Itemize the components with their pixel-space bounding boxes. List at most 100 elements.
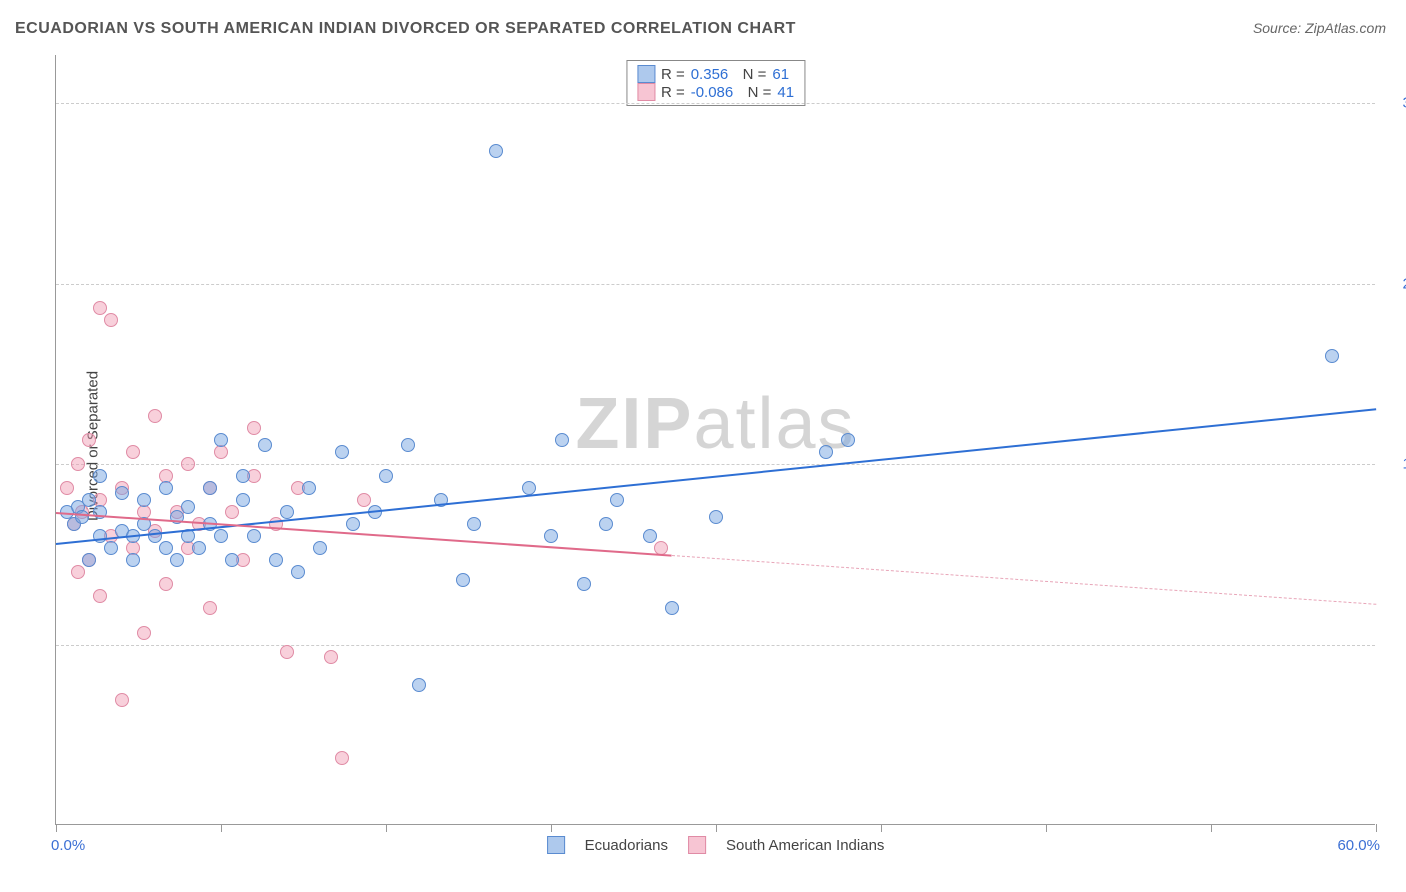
swatch-blue-icon xyxy=(637,65,655,83)
data-point xyxy=(346,517,360,531)
legend-n-blue: 61 xyxy=(772,66,789,83)
data-point xyxy=(313,541,327,555)
grid-line xyxy=(56,103,1375,104)
data-point xyxy=(71,565,85,579)
data-point xyxy=(236,469,250,483)
bottom-legend: Ecuadorians South American Indians xyxy=(547,836,885,854)
x-tick xyxy=(386,824,387,832)
swatch-pink-icon xyxy=(637,83,655,101)
data-point xyxy=(467,517,481,531)
data-point xyxy=(610,493,624,507)
legend-r-pink: -0.086 xyxy=(691,84,734,101)
data-point xyxy=(181,457,195,471)
data-point xyxy=(126,553,140,567)
data-point xyxy=(665,601,679,615)
data-point xyxy=(214,433,228,447)
x-tick xyxy=(1211,824,1212,832)
grid-line xyxy=(56,645,1375,646)
data-point xyxy=(291,565,305,579)
data-point xyxy=(71,457,85,471)
x-tick xyxy=(221,824,222,832)
data-point xyxy=(225,505,239,519)
chart-title: ECUADORIAN VS SOUTH AMERICAN INDIAN DIVO… xyxy=(15,20,796,38)
data-point xyxy=(247,421,261,435)
legend-r-blue: 0.356 xyxy=(691,66,729,83)
data-point xyxy=(1325,349,1339,363)
data-point xyxy=(544,529,558,543)
data-point xyxy=(280,645,294,659)
trend-line xyxy=(672,555,1376,605)
data-point xyxy=(819,445,833,459)
data-point xyxy=(93,301,107,315)
data-point xyxy=(324,650,338,664)
data-point xyxy=(841,433,855,447)
correlation-legend: R = 0.356 N = 61 R = -0.086 N = 41 xyxy=(626,60,805,106)
data-point xyxy=(335,445,349,459)
watermark-bold: ZIP xyxy=(575,384,693,464)
data-point xyxy=(137,493,151,507)
data-point xyxy=(456,573,470,587)
legend-n-label: N = xyxy=(734,66,766,83)
data-point xyxy=(412,678,426,692)
data-point xyxy=(159,541,173,555)
data-point xyxy=(379,469,393,483)
data-point xyxy=(181,500,195,514)
bottom-swatch-pink-icon xyxy=(688,836,706,854)
data-point xyxy=(236,493,250,507)
data-point xyxy=(192,541,206,555)
legend-n-label2: N = xyxy=(739,84,771,101)
data-point xyxy=(93,589,107,603)
data-point xyxy=(401,438,415,452)
data-point xyxy=(203,601,217,615)
data-point xyxy=(225,553,239,567)
legend-row-pink: R = -0.086 N = 41 xyxy=(637,83,794,101)
data-point xyxy=(577,577,591,591)
data-point xyxy=(82,493,96,507)
data-point xyxy=(115,486,129,500)
data-point xyxy=(357,493,371,507)
plot-area: ZIPatlas R = 0.356 N = 61 R = -0.086 N =… xyxy=(55,55,1375,825)
data-point xyxy=(104,313,118,327)
legend-row-blue: R = 0.356 N = 61 xyxy=(637,65,794,83)
bottom-legend-blue: Ecuadorians xyxy=(585,837,668,854)
data-point xyxy=(643,529,657,543)
legend-r-label2: R = xyxy=(661,84,685,101)
watermark: ZIPatlas xyxy=(575,383,855,465)
y-tick-label: 30.0% xyxy=(1385,95,1406,112)
data-point xyxy=(75,510,89,524)
data-point xyxy=(104,541,118,555)
data-point xyxy=(247,529,261,543)
data-point xyxy=(82,433,96,447)
data-point xyxy=(555,433,569,447)
data-point xyxy=(302,481,316,495)
data-point xyxy=(170,553,184,567)
data-point xyxy=(522,481,536,495)
source-label: Source: ZipAtlas.com xyxy=(1253,20,1386,36)
data-point xyxy=(489,144,503,158)
data-point xyxy=(203,481,217,495)
data-point xyxy=(159,481,173,495)
data-point xyxy=(93,529,107,543)
data-point xyxy=(82,553,96,567)
x-tick xyxy=(716,824,717,832)
data-point xyxy=(335,751,349,765)
data-point xyxy=(126,445,140,459)
x-axis-start: 0.0% xyxy=(51,837,85,854)
x-tick xyxy=(1376,824,1377,832)
data-point xyxy=(709,510,723,524)
legend-n-pink: 41 xyxy=(777,84,794,101)
data-point xyxy=(60,481,74,495)
data-point xyxy=(115,693,129,707)
data-point xyxy=(258,438,272,452)
y-tick-label: 7.5% xyxy=(1385,636,1406,653)
data-point xyxy=(214,529,228,543)
x-tick xyxy=(56,824,57,832)
data-point xyxy=(214,445,228,459)
grid-line xyxy=(56,284,1375,285)
bottom-swatch-blue-icon xyxy=(547,836,565,854)
x-axis-end: 60.0% xyxy=(1337,837,1380,854)
grid-line xyxy=(56,464,1375,465)
x-tick xyxy=(1046,824,1047,832)
data-point xyxy=(599,517,613,531)
data-point xyxy=(159,577,173,591)
